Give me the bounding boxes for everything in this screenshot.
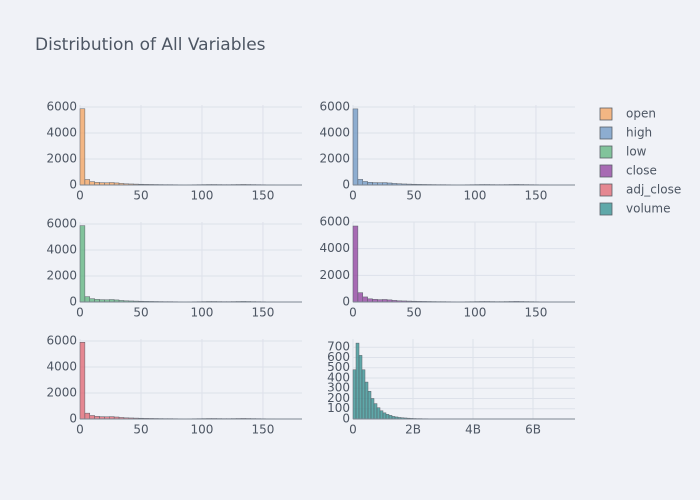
legend-label: adj_close	[626, 183, 681, 197]
legend-label: volume	[626, 202, 670, 216]
x-tick-label: 100	[191, 306, 214, 320]
histogram-bar	[358, 355, 363, 420]
histogram-bar	[79, 225, 86, 303]
x-tick-label: 100	[464, 189, 487, 203]
histogram-bar	[362, 296, 368, 303]
legend-label: low	[626, 145, 647, 159]
histogram-bar	[79, 342, 86, 420]
legend-label: close	[626, 164, 657, 178]
y-tick-label: 4000	[319, 241, 350, 255]
y-tick-label: 300	[327, 381, 350, 395]
x-tick-label: 150	[252, 189, 275, 203]
y-tick-label: 2000	[46, 151, 77, 165]
x-tick-label: 100	[191, 423, 214, 437]
histogram-bar	[385, 414, 390, 420]
y-tick-label: 2000	[319, 151, 350, 165]
histogram-bar	[84, 179, 91, 186]
y-tick-label: 6000	[319, 99, 350, 113]
y-tick-label: 6000	[46, 99, 77, 113]
histogram-bar	[379, 410, 384, 420]
y-tick-label: 4000	[46, 242, 77, 256]
histogram-bar	[352, 225, 359, 303]
x-tick-label: 50	[406, 189, 421, 203]
histogram-bar	[361, 369, 366, 420]
x-tick-label: 0	[349, 423, 357, 437]
histogram-bar	[367, 391, 372, 420]
y-tick-label: 4000	[319, 125, 350, 139]
histogram-bar	[84, 296, 91, 303]
y-tick-label: 700	[327, 340, 350, 354]
y-tick-label: 600	[327, 350, 350, 364]
y-tick-label: 0	[69, 178, 77, 192]
histogram-bar	[355, 342, 360, 420]
legend-label: open	[626, 107, 656, 121]
histogram-bar	[89, 415, 95, 420]
x-tick-label: 50	[133, 189, 148, 203]
x-tick-label: 100	[191, 189, 214, 203]
histogram-bar	[370, 398, 375, 420]
x-tick-label: 0	[76, 306, 84, 320]
y-tick-label: 4000	[46, 125, 77, 139]
y-tick-label: 0	[342, 295, 350, 309]
histogram-bar	[352, 369, 357, 420]
x-tick-label: 6B	[525, 423, 541, 437]
y-tick-label: 100	[327, 401, 350, 415]
x-tick-label: 50	[133, 306, 148, 320]
histogram-bar	[364, 381, 369, 420]
y-tick-label: 4000	[46, 359, 77, 373]
histogram-bar	[362, 181, 368, 186]
histogram-bar	[388, 415, 393, 420]
y-tick-label: 0	[342, 178, 350, 192]
legend-swatch	[599, 164, 613, 178]
legend-swatch	[599, 202, 613, 216]
x-tick-label: 50	[406, 306, 421, 320]
x-tick-label: 150	[252, 423, 275, 437]
y-tick-label: 200	[327, 391, 350, 405]
y-tick-label: 0	[69, 412, 77, 426]
histogram-bar	[376, 407, 381, 420]
y-tick-label: 2000	[46, 385, 77, 399]
x-tick-label: 0	[349, 189, 357, 203]
legend-label: high	[626, 126, 652, 140]
chart-title: Distribution of All Variables	[35, 35, 266, 55]
x-tick-label: 150	[525, 306, 548, 320]
x-tick-label: 150	[252, 306, 275, 320]
y-tick-label: 2000	[46, 268, 77, 282]
x-tick-label: 0	[349, 306, 357, 320]
x-tick-label: 150	[525, 189, 548, 203]
y-tick-label: 500	[327, 360, 350, 374]
histogram-bar	[84, 412, 91, 420]
y-tick-label: 400	[327, 370, 350, 384]
histogram-bar	[89, 181, 95, 186]
x-tick-label: 100	[464, 306, 487, 320]
x-tick-label: 4B	[465, 423, 481, 437]
histogram-bar	[382, 412, 387, 420]
y-tick-label: 6000	[319, 215, 350, 229]
legend-swatch	[599, 183, 613, 197]
histogram-bar	[357, 179, 364, 186]
x-tick-label: 0	[76, 423, 84, 437]
legend-swatch	[599, 145, 613, 159]
histogram-bar	[373, 403, 378, 420]
y-tick-label: 2000	[319, 268, 350, 282]
y-tick-label: 6000	[46, 333, 77, 347]
x-tick-label: 2B	[405, 423, 421, 437]
y-tick-label: 0	[69, 295, 77, 309]
histogram-bar	[352, 108, 359, 186]
legend-swatch	[599, 126, 613, 140]
legend-swatch	[599, 107, 613, 121]
y-tick-label: 6000	[46, 216, 77, 230]
x-tick-label: 0	[76, 189, 84, 203]
histogram-bar	[79, 108, 86, 186]
y-tick-label: 0	[342, 412, 350, 426]
x-tick-label: 50	[133, 423, 148, 437]
histogram-bar	[357, 292, 364, 303]
